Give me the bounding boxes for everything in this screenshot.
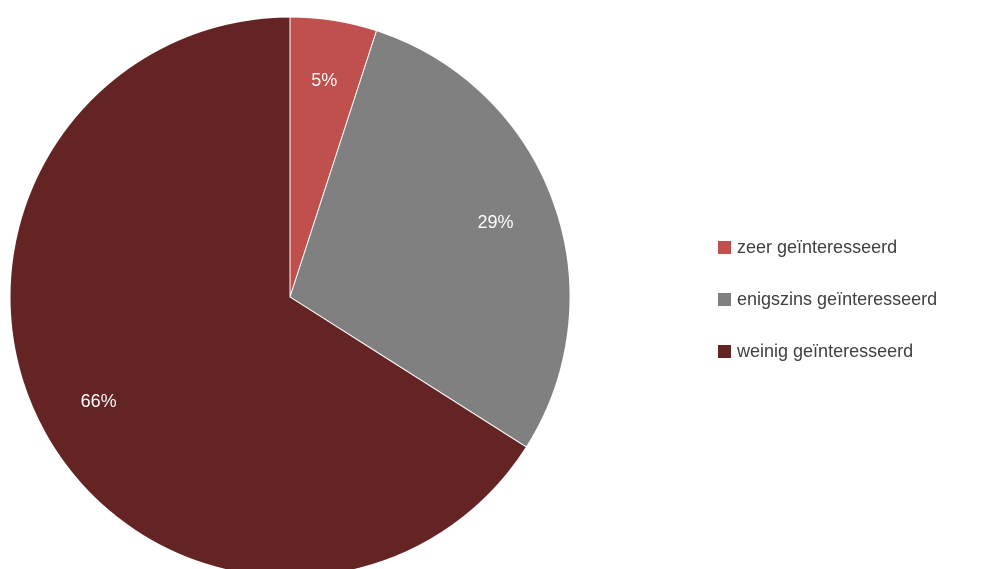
legend-item-zeer-geinteresseerd: zeer geïnteresseerd <box>718 232 1007 262</box>
legend: zeer geïnteresseerd enigszins geïnteress… <box>718 232 1007 388</box>
legend-swatch <box>718 292 731 306</box>
data-label-weinig-geinteresseerd: 66% <box>81 391 117 411</box>
pie-slice-enigszins-geinteresseerd <box>289 30 571 448</box>
legend-label: weinig geïnteresseerd <box>737 340 914 361</box>
pie-data-labels: 5% 29% 66% <box>81 70 514 411</box>
pie-slices <box>9 16 571 569</box>
data-label-zeer-geinteresseerd: 5% <box>311 70 337 90</box>
legend-swatch <box>718 240 731 254</box>
legend-label: zeer geïnteresseerd <box>737 236 898 257</box>
legend-item-weinig-geinteresseerd: weinig geïnteresseerd <box>718 336 1007 366</box>
legend-item-enigszins-geinteresseerd: enigszins geïnteresseerd <box>718 284 1007 314</box>
data-label-enigszins-geinteresseerd: 29% <box>477 212 513 232</box>
legend-swatch <box>718 344 731 358</box>
legend-label: enigszins geïnteresseerd <box>737 288 938 309</box>
pie-slice-weinig-geinteresseerd <box>9 16 528 569</box>
